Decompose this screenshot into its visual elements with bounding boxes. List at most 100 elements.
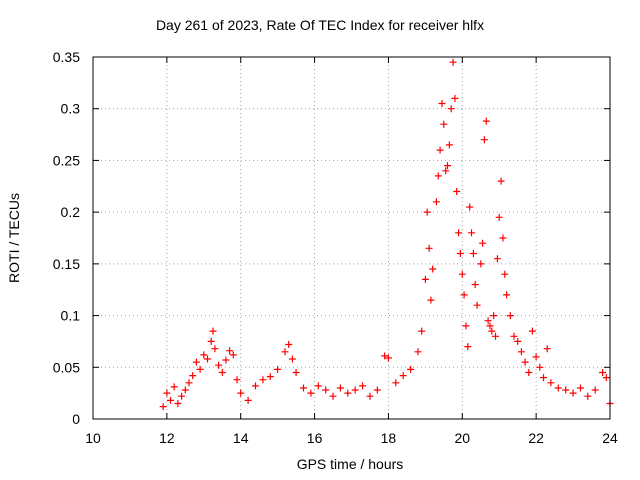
data-point xyxy=(506,312,514,320)
data-point xyxy=(196,365,204,373)
data-point xyxy=(442,167,450,175)
data-point xyxy=(466,203,474,211)
data-point xyxy=(167,396,174,404)
data-point xyxy=(440,120,448,128)
data-point xyxy=(392,379,400,387)
data-point xyxy=(434,172,442,180)
y-tick-label: 0.25 xyxy=(53,152,80,168)
data-point xyxy=(229,351,237,359)
x-tick-label: 16 xyxy=(307,430,323,446)
data-point xyxy=(456,250,464,257)
data-point xyxy=(497,177,505,185)
data-point xyxy=(554,384,562,392)
data-point xyxy=(468,229,475,237)
data-point xyxy=(591,386,599,394)
data-point xyxy=(486,322,494,330)
data-point xyxy=(480,136,488,144)
data-point xyxy=(517,348,525,356)
data-point xyxy=(414,348,422,356)
data-point xyxy=(373,386,381,394)
data-point xyxy=(189,372,197,380)
data-point xyxy=(192,358,200,366)
data-point xyxy=(584,392,592,400)
data-point xyxy=(451,94,459,102)
data-point xyxy=(351,386,359,394)
data-point xyxy=(307,389,315,397)
data-point xyxy=(322,386,330,394)
data-point xyxy=(599,369,607,376)
x-tick-label: 24 xyxy=(602,430,618,446)
data-point xyxy=(281,348,289,356)
data-point xyxy=(514,337,522,345)
x-tick-label: 22 xyxy=(528,430,544,446)
data-point xyxy=(449,58,457,66)
plot-frame xyxy=(92,56,611,420)
x-tick-label: 18 xyxy=(381,430,397,446)
data-point xyxy=(336,384,344,392)
y-tick-label: 0.05 xyxy=(53,359,80,375)
data-point xyxy=(329,392,337,400)
data-point xyxy=(185,379,193,387)
data-point xyxy=(464,343,472,351)
data-point xyxy=(453,188,461,195)
data-point xyxy=(460,291,468,299)
data-point xyxy=(209,327,217,335)
data-point xyxy=(484,317,492,325)
data-point xyxy=(222,356,230,364)
data-point xyxy=(207,337,215,345)
data-point xyxy=(423,208,431,216)
data-point xyxy=(455,229,463,237)
data-point xyxy=(602,374,610,382)
data-point xyxy=(492,332,499,340)
data-point xyxy=(501,270,509,278)
data-point xyxy=(204,355,211,363)
data-point xyxy=(288,355,296,363)
y-tick-label: 0 xyxy=(72,411,80,427)
y-tick-label: 0.3 xyxy=(61,101,81,117)
tick-labels: 10 12 14 16 18 20 22 24 0 0.05 0.1 0.15 0.2 0.25 0.3 0.… xyxy=(53,49,618,446)
x-tick-label: 12 xyxy=(159,430,175,446)
data-point xyxy=(490,312,498,320)
data-point xyxy=(528,327,536,335)
data-point xyxy=(569,389,577,397)
data-point xyxy=(447,105,455,113)
data-point xyxy=(344,389,352,397)
data-point xyxy=(427,296,435,304)
data-point xyxy=(445,141,453,149)
data-point xyxy=(473,301,481,309)
x-axis-label: GPS time / hours xyxy=(296,456,404,472)
data-points xyxy=(159,58,614,411)
data-point xyxy=(292,369,300,376)
data-point xyxy=(314,382,322,390)
data-point xyxy=(407,365,415,373)
data-point xyxy=(163,389,171,397)
chart-title: Day 261 of 2023, Rate Of TEC Index for r… xyxy=(155,17,485,33)
data-point xyxy=(200,351,208,359)
y-tick-label: 0.15 xyxy=(53,256,80,272)
data-point xyxy=(237,389,245,397)
data-point xyxy=(482,117,490,125)
data-point xyxy=(170,383,178,391)
data-point xyxy=(444,162,451,170)
data-point xyxy=(495,213,503,221)
data-point xyxy=(488,327,496,335)
data-point xyxy=(436,146,444,154)
data-point xyxy=(215,361,223,369)
data-point xyxy=(458,270,466,278)
data-point xyxy=(432,198,440,206)
x-tick-label: 20 xyxy=(454,430,470,446)
data-point xyxy=(469,250,477,257)
data-point xyxy=(421,275,429,283)
data-point xyxy=(543,345,551,353)
data-point xyxy=(259,376,267,384)
data-point xyxy=(429,265,437,273)
data-point xyxy=(285,341,293,348)
data-point xyxy=(525,369,533,376)
data-point xyxy=(499,234,507,242)
data-point xyxy=(471,281,479,288)
data-point xyxy=(540,374,547,382)
data-point xyxy=(218,369,226,376)
data-point xyxy=(300,384,307,392)
data-point xyxy=(252,382,259,390)
